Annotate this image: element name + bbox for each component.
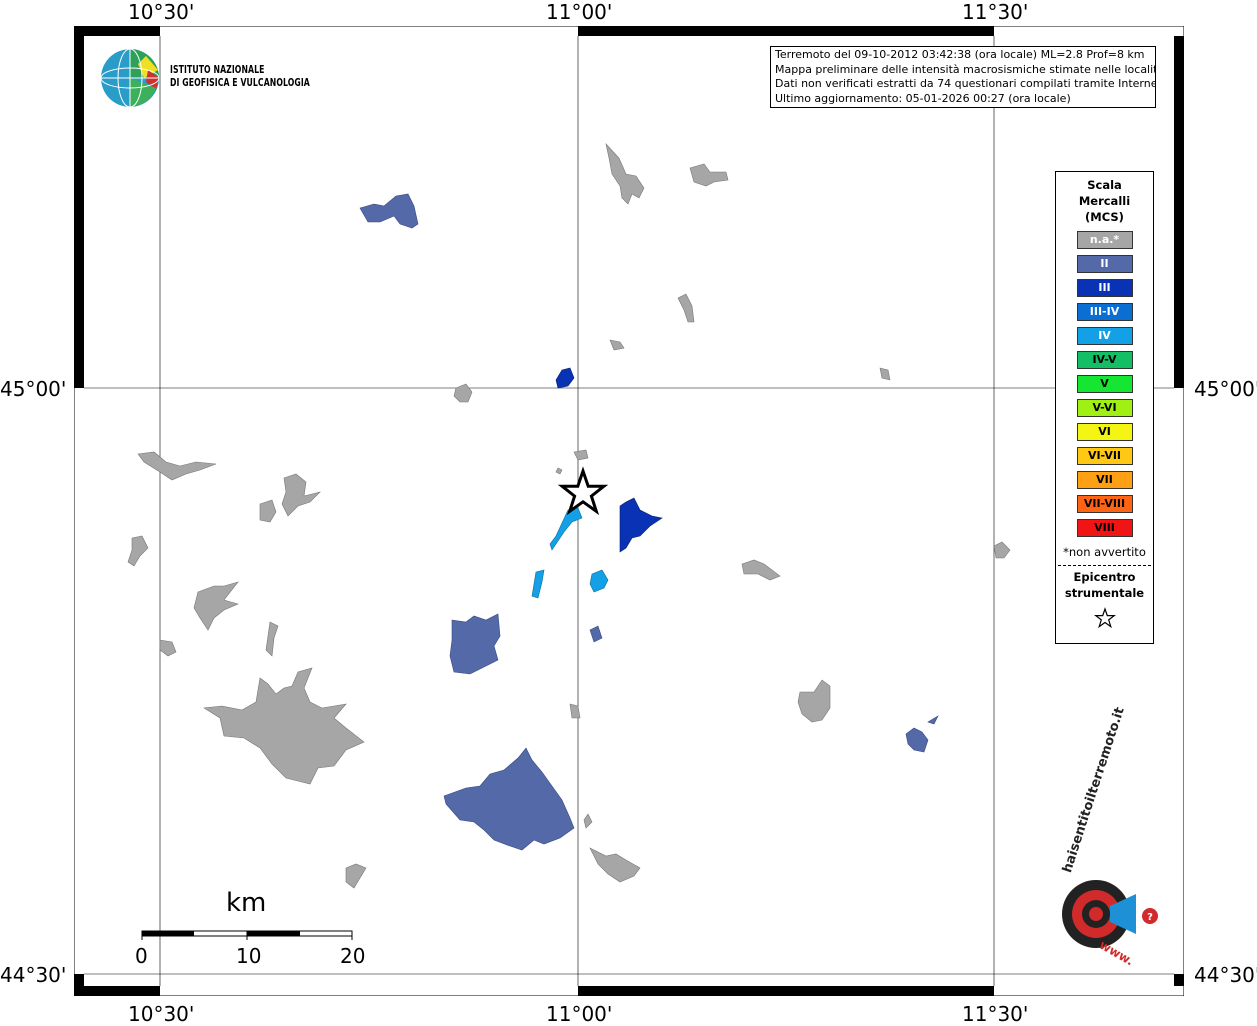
event-info-line-2: Mappa preliminare delle intensità macros… (775, 62, 1156, 76)
event-info-line-4: Ultimo aggiornamento: 05-01-2026 00:27 (… (775, 91, 1071, 105)
locality-na (453, 383, 473, 403)
locality-na (203, 667, 365, 785)
event-info-line-3: Dati non verificati estratti da 74 quest… (775, 77, 1156, 90)
legend-swatch: IV-V (1076, 351, 1133, 369)
locality-na (741, 559, 781, 581)
locality-na (605, 142, 645, 205)
locality-iii (555, 367, 575, 389)
map-border (74, 26, 1184, 996)
locality-na (589, 847, 641, 883)
localities-na (127, 142, 1011, 889)
locality-na (281, 473, 321, 517)
legend-swatch: VII (1076, 471, 1133, 489)
legend-swatch: V-VI (1076, 399, 1133, 417)
locality-ii (905, 727, 929, 753)
locality-na (345, 863, 367, 889)
legend-swatch: IV (1076, 327, 1133, 345)
locality-ii (449, 613, 501, 675)
event-info-box: Terremoto del 09-10-2012 03:42:38 (ora l… (770, 46, 1156, 108)
legend-title-1: Scala (1087, 178, 1122, 192)
locality-na (879, 367, 891, 381)
locality-na (555, 467, 563, 475)
lat-label-left-4500: 45°00' (0, 377, 67, 401)
legend-epicenter-1: Epicentro (1073, 570, 1136, 584)
svg-text:?: ? (1147, 912, 1153, 923)
locality-na (259, 499, 277, 523)
legend-title: Scala Mercalli (MCS) (1056, 177, 1153, 225)
legend-swatch: II (1076, 255, 1133, 273)
locality-na (193, 581, 239, 631)
legend-swatch: VI (1076, 423, 1133, 441)
locality-na (797, 679, 831, 723)
lon-label-top-1130: 11°30' (962, 0, 1029, 24)
legend-swatch: III (1076, 279, 1133, 297)
legend-swatch: n.a.* (1076, 231, 1133, 249)
haisentito-logo-icon: ? (1062, 880, 1158, 948)
map-canvas[interactable]: ? (74, 26, 1184, 996)
lon-label-top-1030: 10°30' (128, 0, 195, 24)
locality-na (569, 703, 581, 719)
locality-ii (927, 715, 939, 725)
locality-iv (549, 507, 583, 551)
scale-label-20: 20 (340, 944, 366, 968)
event-info-line-1: Terremoto del 09-10-2012 03:42:38 (ora l… (775, 48, 1145, 61)
locality-ii (359, 193, 419, 229)
legend-title-3: (MCS) (1085, 210, 1124, 224)
locality-na (137, 451, 217, 481)
locality-na (677, 293, 695, 323)
scale-unit-label: km (226, 888, 267, 918)
locality-na (689, 163, 729, 187)
legend-swatch: III-IV (1076, 303, 1133, 321)
locality-na (127, 535, 149, 567)
ingv-line-2: DI GEOFISICA E VULCANOLOGIA (170, 77, 310, 89)
legend-swatch: VI-VII (1076, 447, 1133, 465)
locality-ii (589, 625, 603, 643)
lon-label-bottom-1130: 11°30' (962, 1002, 1029, 1026)
mcs-legend: Scala Mercalli (MCS) n.a.* II III III-IV IV I… (1055, 171, 1154, 644)
localities-iii (555, 367, 663, 553)
locality-na (993, 541, 1011, 559)
lon-label-top-1100: 11°00' (546, 0, 613, 24)
scale-label-10: 10 (236, 944, 262, 968)
legend-swatches: n.a.* II III III-IV IV IV-V V V-VI VI VI-VII VII VI… (1056, 231, 1153, 537)
lon-label-bottom-1030: 10°30' (128, 1002, 195, 1026)
legend-swatch: V (1076, 375, 1133, 393)
locality-na (609, 339, 625, 351)
localities-ii (359, 193, 939, 851)
locality-na (265, 621, 279, 657)
lat-label-left-4430: 44°30' (0, 963, 67, 987)
graticule (84, 36, 1174, 986)
locality-ii (443, 747, 575, 851)
ingv-logo-icon (100, 48, 160, 108)
legend-swatch: VII-VIII (1076, 495, 1133, 513)
locality-iii (619, 497, 663, 553)
legend-divider (1058, 565, 1151, 566)
epicenter-star (557, 466, 609, 516)
lat-label-right-4430: 44°30' (1194, 963, 1257, 987)
locality-na (583, 813, 593, 829)
locality-na (573, 449, 589, 461)
locality-iv (589, 569, 609, 593)
ingv-logo-text: ISTITUTO NAZIONALE DI GEOFISICA E VULCAN… (170, 64, 310, 90)
legend-star-icon (1056, 607, 1153, 633)
legend-note: *non avvertito (1063, 545, 1146, 559)
scale-label-0: 0 (135, 944, 148, 968)
legend-title-2: Mercalli (1078, 194, 1131, 208)
legend-swatch: VIII (1076, 519, 1133, 537)
locality-iv (531, 569, 545, 599)
ingv-line-1: ISTITUTO NAZIONALE (170, 64, 265, 76)
legend-epicenter-label: Epicentro strumentale (1056, 569, 1153, 601)
scale-bar (141, 930, 353, 940)
lat-label-right-4500: 45°00' (1194, 377, 1257, 401)
legend-epicenter-2: strumentale (1064, 586, 1145, 600)
localities-iv (531, 507, 609, 599)
lon-label-bottom-1100: 11°00' (546, 1002, 613, 1026)
locality-na (159, 639, 177, 657)
